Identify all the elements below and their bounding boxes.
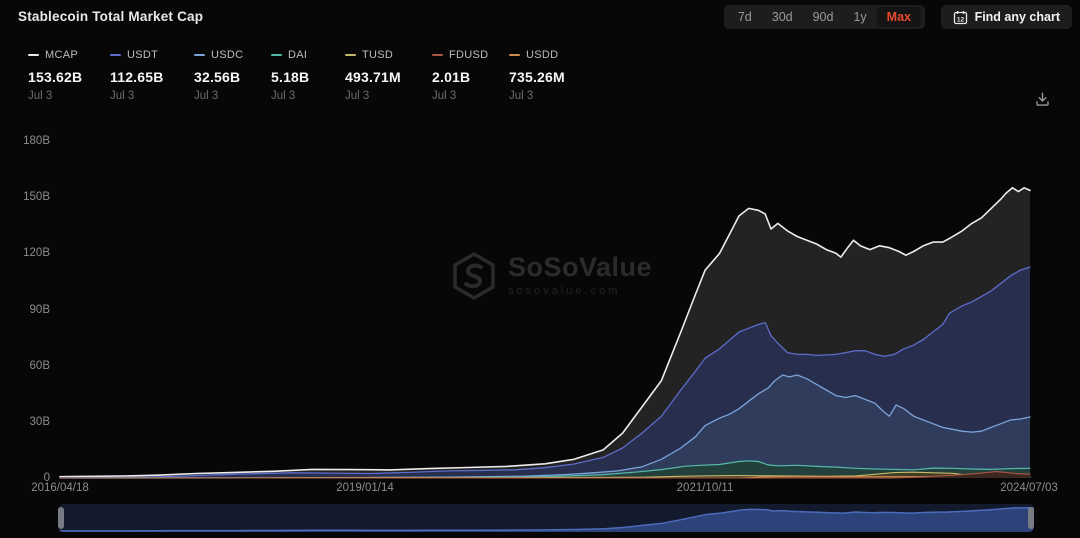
legend-item-tusd[interactable]: TUSD 493.71M Jul 3: [345, 48, 401, 102]
find-any-chart-button[interactable]: 12 Find any chart: [940, 5, 1072, 29]
legend-value: 153.62B: [28, 69, 83, 85]
legend-item-dai[interactable]: DAI 5.18B Jul 3: [271, 48, 309, 102]
brush-selection-overlay: [58, 504, 1034, 532]
legend-date: Jul 3: [194, 90, 219, 102]
download-chart-button[interactable]: [1031, 90, 1053, 112]
range-1y-button[interactable]: 1y: [843, 7, 876, 27]
legend-label: USDC: [211, 49, 244, 61]
legend-item-usdd[interactable]: USDD 735.26M Jul 3: [509, 48, 565, 102]
legend-item-fdusd[interactable]: FDUSD 2.01B Jul 3: [432, 48, 488, 102]
legend-date: Jul 3: [432, 90, 457, 102]
legend-date: Jul 3: [271, 90, 296, 102]
legend-label: TUSD: [362, 49, 394, 61]
legend-value: 735.26M: [509, 69, 565, 85]
range-7d-button[interactable]: 7d: [728, 7, 762, 27]
legend-value: 2.01B: [432, 69, 471, 85]
usdc-series-dash: [194, 54, 205, 56]
mcap-series-dash: [28, 54, 39, 56]
time-range-selector: 7d 30d 90d 1y Max: [723, 5, 925, 29]
brush-right-handle[interactable]: [1028, 507, 1034, 529]
time-brush-track[interactable]: [58, 504, 1034, 532]
calendar-icon: 12: [953, 10, 968, 25]
brush-left-handle[interactable]: [58, 507, 64, 529]
brush-minimap-chart: [58, 507, 1034, 532]
legend-value: 493.71M: [345, 69, 401, 85]
page-title: Stablecoin Total Market Cap: [18, 9, 204, 24]
legend-value: 32.56B: [194, 69, 241, 85]
chart-legend: MCAP 153.62B Jul 3 USDT 112.65B Jul 3 US…: [0, 48, 1080, 108]
legend-date: Jul 3: [28, 90, 53, 102]
legend-item-usdt[interactable]: USDT 112.65B Jul 3: [110, 48, 164, 102]
tusd-series-dash: [345, 54, 356, 56]
legend-value: 112.65B: [110, 69, 164, 85]
legend-label: FDUSD: [449, 49, 489, 61]
legend-label: USDT: [127, 49, 159, 61]
legend-date: Jul 3: [345, 90, 370, 102]
legend-label: DAI: [288, 49, 308, 61]
usdt-series-dash: [110, 54, 121, 56]
legend-label: USDD: [526, 49, 559, 61]
range-30d-button[interactable]: 30d: [762, 7, 803, 27]
range-max-button[interactable]: Max: [876, 7, 921, 27]
svg-text:12: 12: [956, 16, 964, 23]
legend-item-usdc[interactable]: USDC 32.56B Jul 3: [194, 48, 243, 102]
fdusd-series-dash: [432, 54, 443, 56]
legend-label: MCAP: [45, 49, 78, 61]
legend-item-mcap[interactable]: MCAP 153.62B Jul 3: [28, 48, 82, 102]
legend-value: 5.18B: [271, 69, 310, 85]
usdd-series-dash: [509, 54, 520, 56]
stablecoin-area-chart[interactable]: [0, 0, 1080, 500]
legend-date: Jul 3: [509, 90, 534, 102]
find-any-chart-label: Find any chart: [974, 10, 1060, 24]
dai-series-dash: [271, 54, 282, 56]
legend-date: Jul 3: [110, 90, 135, 102]
download-icon: [1035, 92, 1049, 106]
range-90d-button[interactable]: 90d: [803, 7, 844, 27]
